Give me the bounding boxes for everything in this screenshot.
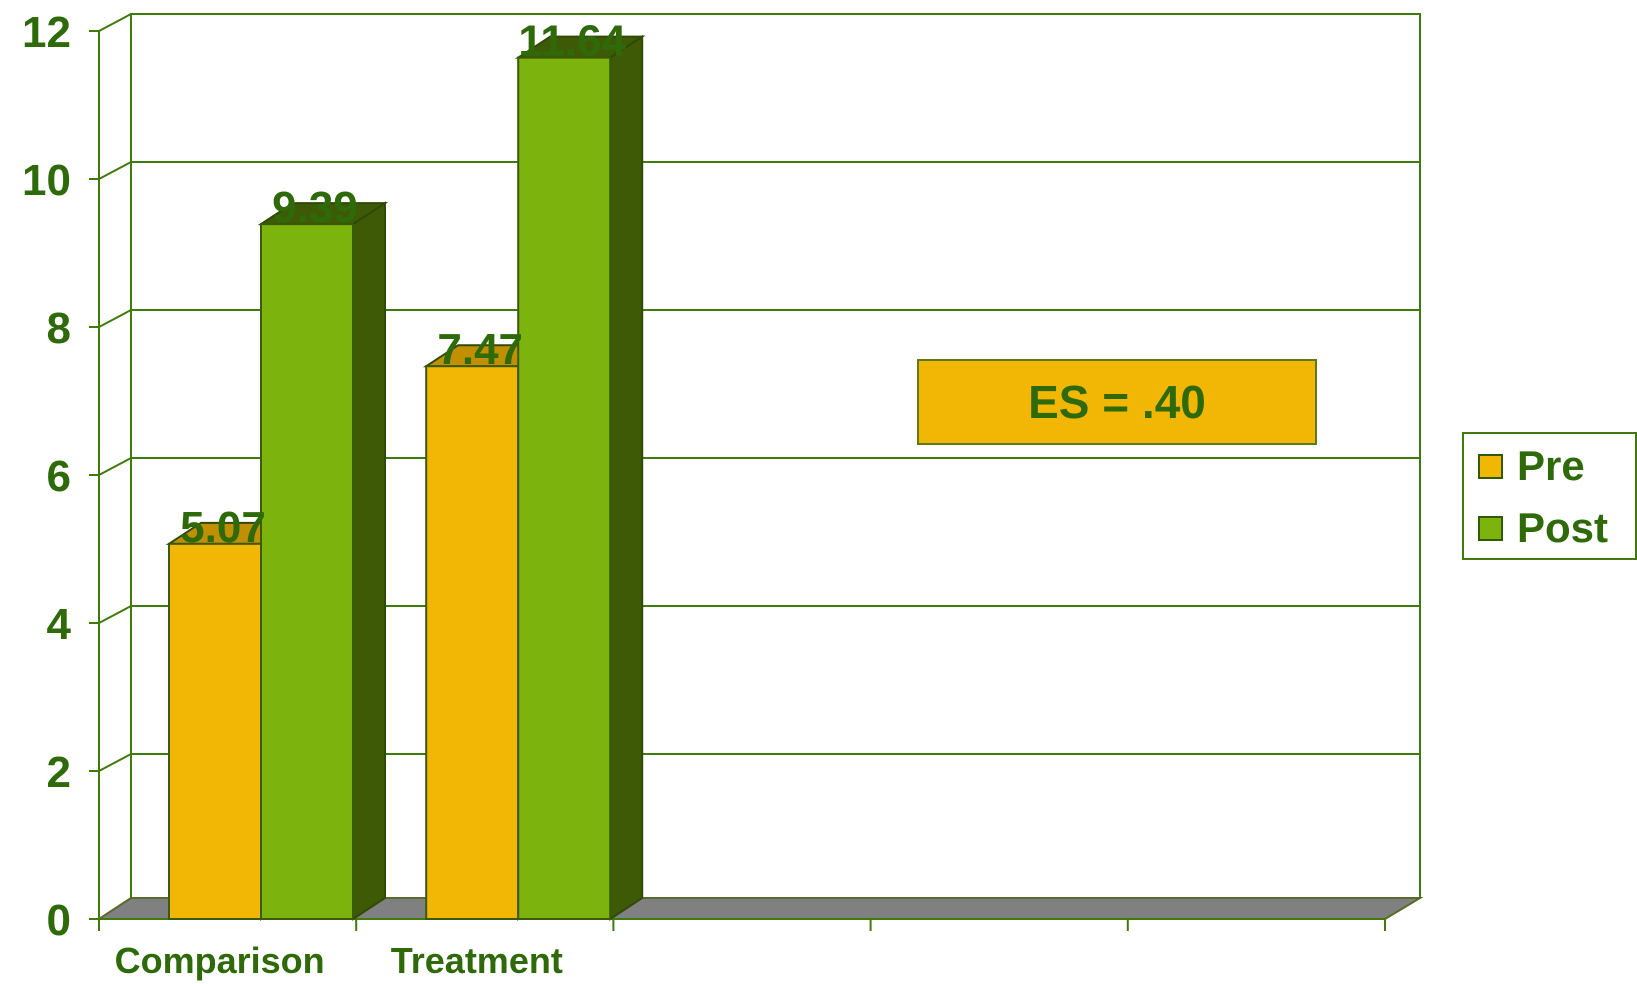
labels-layer: 0 2 4 6 8 10 12 Comparison Treatment 5.07 9.39 7.47…	[22, 8, 627, 981]
data-label: 9.39	[272, 183, 358, 232]
gridline-depth	[98, 457, 132, 476]
legend-label-post: Post	[1517, 504, 1609, 551]
data-label: 5.07	[180, 503, 266, 552]
bar-front	[425, 365, 520, 921]
y-tick-label: 10	[22, 156, 71, 205]
gridline-depth	[98, 13, 132, 32]
bar-front	[168, 542, 262, 920]
gridline-depth	[98, 605, 132, 624]
bar-side	[609, 34, 644, 921]
y-tick-label: 12	[22, 8, 71, 57]
bars-layer	[165, 34, 646, 921]
y-tick-label: 6	[47, 452, 71, 501]
x-category-label: Treatment	[391, 940, 563, 981]
legend: Pre Post	[1462, 432, 1637, 560]
bar-front	[517, 56, 612, 920]
gridline-depth	[98, 753, 132, 772]
y-tick-label: 2	[47, 748, 71, 797]
y-tick-label: 4	[47, 600, 72, 649]
gridline-depth	[98, 309, 132, 328]
x-category-label: Comparison	[115, 940, 325, 981]
bar-front	[260, 223, 354, 920]
data-label: 7.47	[437, 325, 523, 374]
gridline-depth	[98, 161, 132, 180]
bar-post-1	[514, 34, 646, 921]
effect-size-annotation: ES = .40	[917, 359, 1317, 445]
legend-swatch-pre	[1478, 453, 1503, 479]
data-label: 11.64	[518, 17, 626, 66]
legend-label-pre: Pre	[1517, 442, 1585, 489]
legend-item-pre: Pre	[1478, 442, 1585, 489]
bar-post-0	[257, 201, 389, 921]
y-tick-label: 8	[47, 304, 71, 353]
y-tick-label: 0	[47, 896, 71, 945]
legend-swatch-post	[1478, 515, 1503, 541]
legend-item-post: Post	[1478, 504, 1609, 551]
bar-side	[352, 201, 386, 921]
